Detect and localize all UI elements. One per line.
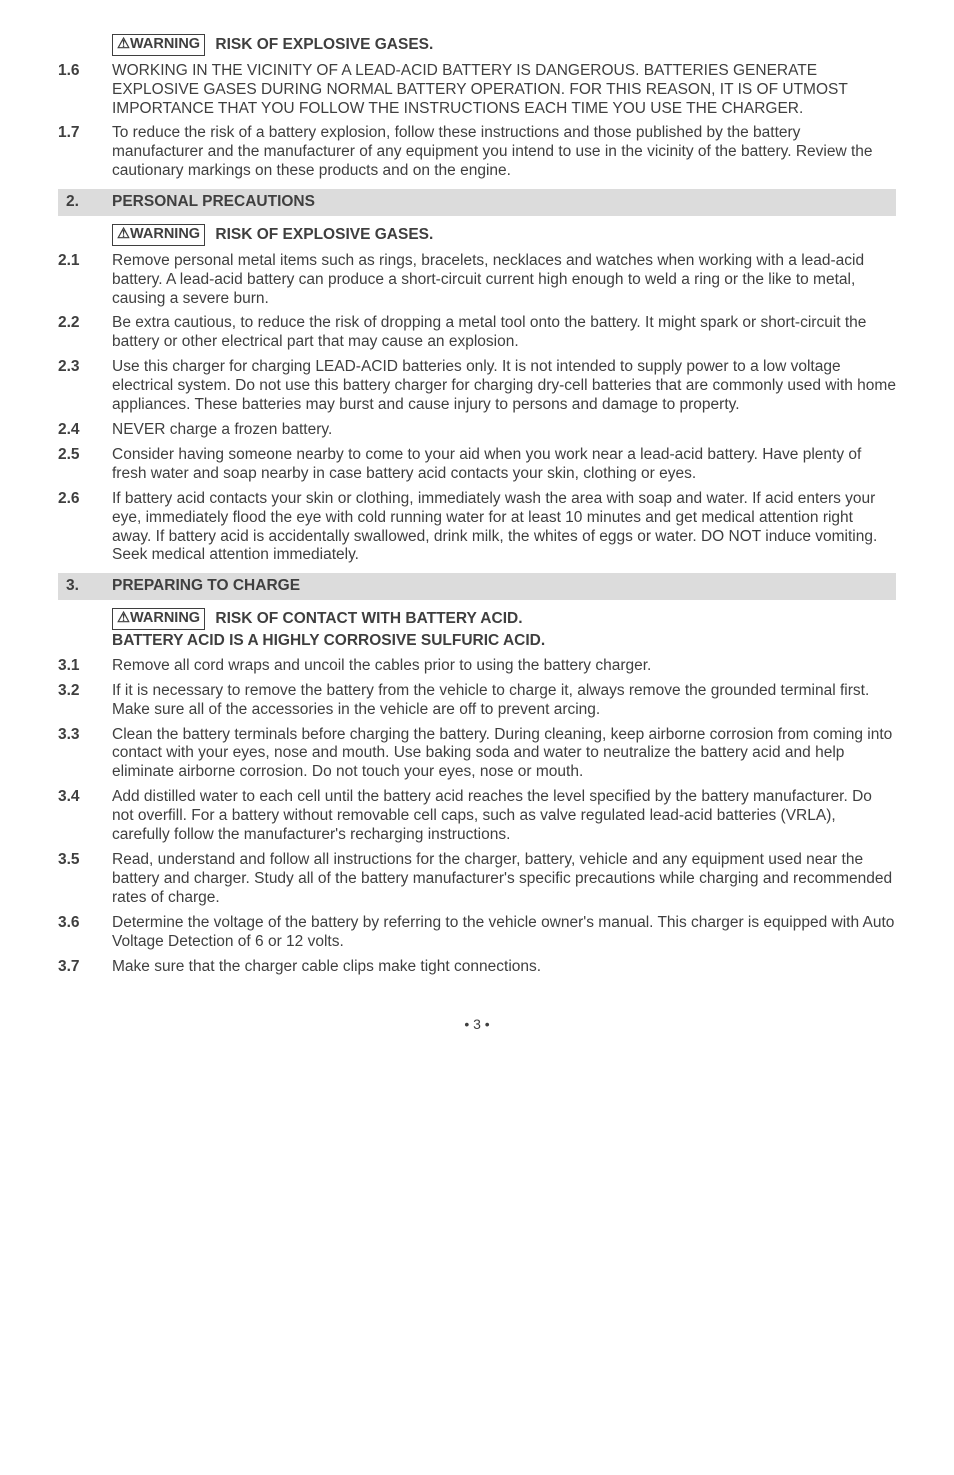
item-num: 3.3 [58, 726, 112, 783]
section-3-heading: 3. PREPARING TO CHARGE [58, 573, 896, 600]
item-2-5: 2.5 Consider having someone nearby to co… [58, 446, 896, 484]
item-1-6: 1.6 WORKING IN THE VICINITY OF A LEAD-AC… [58, 62, 896, 119]
item-num: 3.1 [58, 657, 112, 676]
item-text: If battery acid contacts your skin or cl… [112, 490, 896, 566]
item-text: NEVER charge a frozen battery. [112, 421, 896, 440]
item-text: Read, understand and follow all instruct… [112, 851, 896, 908]
warning-heading-1: ⚠WARNING RISK OF EXPLOSIVE GASES. [112, 34, 896, 56]
item-3-6: 3.6 Determine the voltage of the battery… [58, 914, 896, 952]
section-num: 2. [66, 193, 112, 212]
warning-text: RISK OF EXPLOSIVE GASES. [215, 226, 433, 243]
warning-box: ⚠WARNING [112, 224, 205, 246]
section-2-heading: 2. PERSONAL PRECAUTIONS [58, 189, 896, 216]
item-2-6: 2.6 If battery acid contacts your skin o… [58, 490, 896, 566]
item-2-2: 2.2 Be extra cautious, to reduce the ris… [58, 314, 896, 352]
item-text: Remove all cord wraps and uncoil the cab… [112, 657, 896, 676]
item-num: 2.5 [58, 446, 112, 484]
warning-heading-3: ⚠WARNING RISK OF CONTACT WITH BATTERY AC… [112, 608, 896, 630]
item-text: Remove personal metal items such as ring… [112, 252, 896, 309]
section-title: PREPARING TO CHARGE [112, 577, 300, 596]
item-num: 1.7 [58, 124, 112, 181]
item-3-7: 3.7 Make sure that the charger cable cli… [58, 958, 896, 977]
item-num: 3.6 [58, 914, 112, 952]
item-3-5: 3.5 Read, understand and follow all inst… [58, 851, 896, 908]
item-3-4: 3.4 Add distilled water to each cell unt… [58, 788, 896, 845]
item-num: 2.6 [58, 490, 112, 566]
item-3-1: 3.1 Remove all cord wraps and uncoil the… [58, 657, 896, 676]
warning-text: RISK OF EXPLOSIVE GASES. [215, 36, 433, 53]
item-text: If it is necessary to remove the battery… [112, 682, 896, 720]
section-title: PERSONAL PRECAUTIONS [112, 193, 315, 212]
warning-box: ⚠WARNING [112, 34, 205, 56]
item-text: To reduce the risk of a battery explosio… [112, 124, 896, 181]
item-text: Use this charger for charging LEAD-ACID … [112, 358, 896, 415]
item-num: 3.2 [58, 682, 112, 720]
item-num: 2.4 [58, 421, 112, 440]
item-num: 1.6 [58, 62, 112, 119]
item-num: 3.5 [58, 851, 112, 908]
item-num: 3.7 [58, 958, 112, 977]
item-text: Make sure that the charger cable clips m… [112, 958, 896, 977]
warning-heading-2: ⚠WARNING RISK OF EXPLOSIVE GASES. [112, 224, 896, 246]
warning-subheading-3: BATTERY ACID IS A HIGHLY CORROSIVE SULFU… [112, 632, 896, 651]
item-num: 2.1 [58, 252, 112, 309]
item-text: Clean the battery terminals before charg… [112, 726, 896, 783]
page-number: • 3 • [58, 1016, 896, 1033]
item-3-3: 3.3 Clean the battery terminals before c… [58, 726, 896, 783]
item-num: 3.4 [58, 788, 112, 845]
warning-box: ⚠WARNING [112, 608, 205, 630]
item-num: 2.2 [58, 314, 112, 352]
item-text: Consider having someone nearby to come t… [112, 446, 896, 484]
item-2-3: 2.3 Use this charger for charging LEAD-A… [58, 358, 896, 415]
item-num: 2.3 [58, 358, 112, 415]
item-2-4: 2.4 NEVER charge a frozen battery. [58, 421, 896, 440]
item-2-1: 2.1 Remove personal metal items such as … [58, 252, 896, 309]
item-3-2: 3.2 If it is necessary to remove the bat… [58, 682, 896, 720]
item-text: Add distilled water to each cell until t… [112, 788, 896, 845]
warning-text: RISK OF CONTACT WITH BATTERY ACID. [215, 610, 522, 627]
section-num: 3. [66, 577, 112, 596]
item-text: WORKING IN THE VICINITY OF A LEAD-ACID B… [112, 62, 896, 119]
item-text: Be extra cautious, to reduce the risk of… [112, 314, 896, 352]
item-text: Determine the voltage of the battery by … [112, 914, 896, 952]
item-1-7: 1.7 To reduce the risk of a battery expl… [58, 124, 896, 181]
